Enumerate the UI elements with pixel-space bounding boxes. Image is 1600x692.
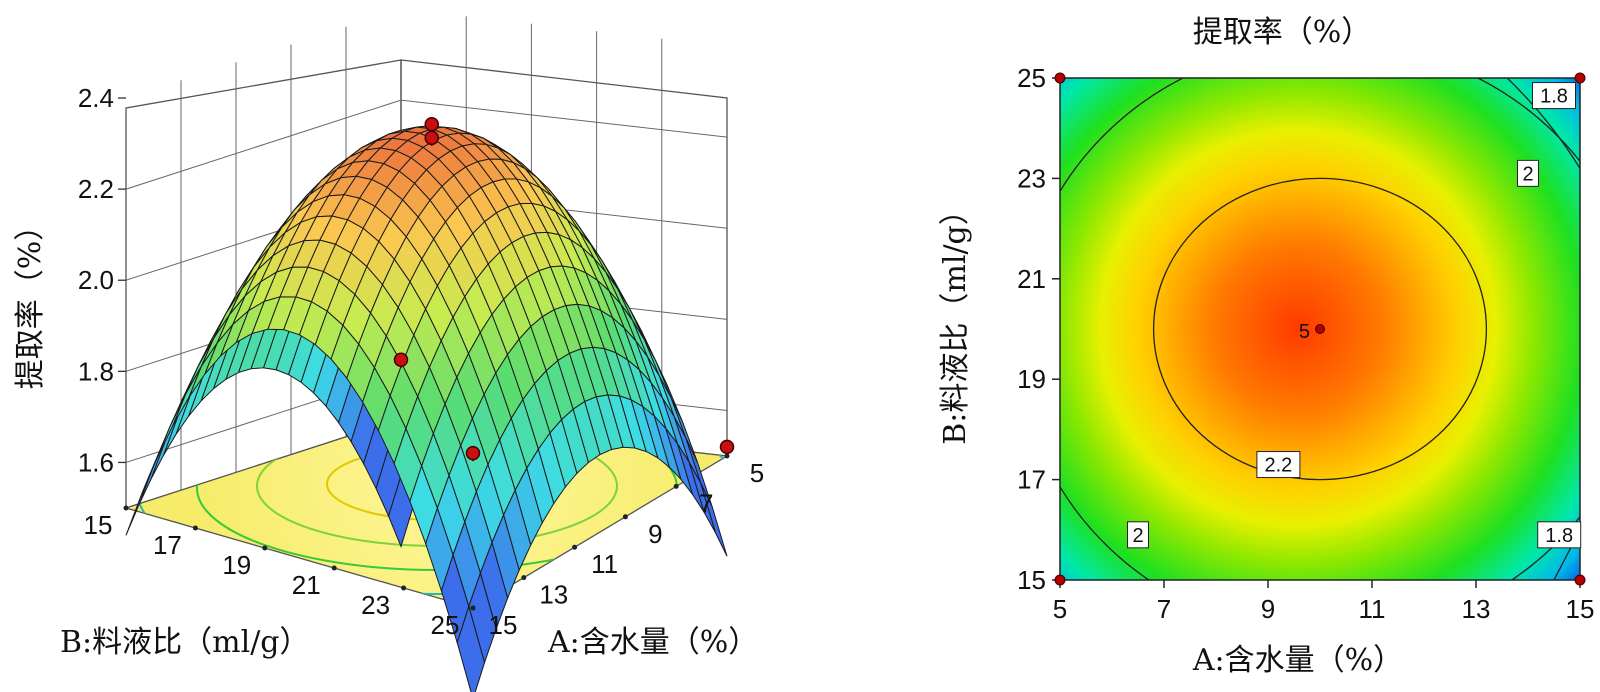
a-tick-label: 15 [489, 610, 518, 640]
contour-label-box [1127, 521, 1149, 549]
surface-axes: 1.6 1.8 2.0 2.2 2.4 15 17 19 21 23 25 5 7 9 11 13 15 [78, 83, 764, 640]
z-tick-label: 2.2 [78, 174, 114, 204]
y-tick-label: 19 [1017, 364, 1046, 394]
a-tick-label: 5 [750, 458, 764, 488]
a-tick [673, 483, 679, 489]
y-tick-label: 21 [1017, 264, 1046, 294]
contour-title: 提取率（%） [1193, 15, 1372, 50]
contour-label-box [1517, 159, 1539, 187]
z-tick-label: 1.6 [78, 447, 114, 477]
surface-cell [456, 604, 486, 692]
contour-label: 2 [1132, 525, 1143, 547]
x-tick-label: 5 [1053, 594, 1067, 624]
b-tick [331, 565, 337, 571]
design-point [465, 445, 481, 461]
b-tick [401, 585, 407, 591]
surface-chart: 1.6 1.8 2.0 2.2 2.4 15 17 19 21 23 25 5 7 9 11 13 15 提取率… [13, 16, 764, 692]
y-tick-label: 15 [1017, 565, 1046, 595]
design-point [424, 116, 439, 132]
contour-label: 1.8 [1545, 525, 1573, 547]
x-tick-label: 9 [1261, 594, 1275, 624]
a-tick-label: 7 [699, 488, 713, 518]
b-tick [262, 545, 268, 551]
x-tick-label: 13 [1462, 594, 1491, 624]
z-tick-label: 1.8 [78, 356, 114, 386]
a-tick [622, 514, 628, 520]
center-point-label: 5 [1299, 321, 1310, 343]
contour-label: 1.8 [1540, 86, 1568, 108]
contour-xlabel: A:含水量（%） [1192, 643, 1403, 678]
design-point [1054, 574, 1066, 586]
b-tick [123, 505, 129, 511]
a-tick [521, 575, 527, 581]
surface-ylabel: B:料液比（ml/g） [60, 625, 310, 660]
design-point [719, 439, 735, 455]
design-points [393, 116, 735, 462]
wall-gridline [125, 99, 728, 190]
z-tick-label: 2.0 [78, 265, 114, 295]
design-point [1574, 72, 1586, 84]
b-tick-label: 19 [222, 550, 251, 580]
x-tick-label: 7 [1157, 594, 1171, 624]
surface-zlabel: 提取率（%） [13, 211, 48, 390]
contour-label-box [1256, 451, 1301, 479]
center-point [1315, 324, 1325, 334]
contour-frame [1059, 77, 1581, 581]
design-point [1054, 72, 1066, 84]
contour-label-box [1537, 521, 1582, 549]
surface-xlabel: A:含水量（%） [547, 625, 758, 660]
y-tick-label: 17 [1017, 465, 1046, 495]
x-tick-label: 15 [1566, 594, 1595, 624]
contour-label-box [1532, 82, 1576, 110]
a-tick [572, 544, 578, 550]
contour-chart: 提取率（%） 2.2 2 2 1.8 1.8 5 7 9 11 13 15 15 17 19 21 23 25… [938, 15, 1594, 678]
b-tick [192, 525, 198, 531]
b-tick-label: 21 [292, 570, 321, 600]
b-tick-label: 17 [153, 530, 182, 560]
contour-points: 5 [1054, 72, 1586, 586]
a-tick-label: 11 [591, 549, 618, 579]
b-tick-label: 23 [361, 590, 390, 620]
contour-labels: 2.2 2 2 1.8 1.8 [1127, 82, 1582, 549]
y-tick-label: 23 [1017, 163, 1046, 193]
x-tick-label: 11 [1359, 594, 1386, 624]
contour-label: 2 [1522, 163, 1533, 185]
b-tick-label: 25 [431, 610, 460, 640]
z-tick-label: 2.4 [78, 83, 114, 113]
design-point [424, 130, 439, 146]
a-tick [724, 453, 730, 459]
a-tick-label: 13 [539, 580, 568, 610]
b-tick-label: 15 [84, 510, 113, 540]
contour-ylabel: B:料液比（ml/g） [938, 195, 973, 445]
contour-line [1152, 177, 1488, 481]
contour-line [1506, 78, 1580, 169]
design-point [393, 352, 409, 368]
a-tick-label: 9 [648, 519, 662, 549]
y-tick-label: 25 [1017, 63, 1046, 93]
response-surface [125, 125, 728, 692]
contour-label: 2.2 [1264, 455, 1292, 477]
design-point [1574, 574, 1586, 586]
a-tick [470, 605, 476, 611]
